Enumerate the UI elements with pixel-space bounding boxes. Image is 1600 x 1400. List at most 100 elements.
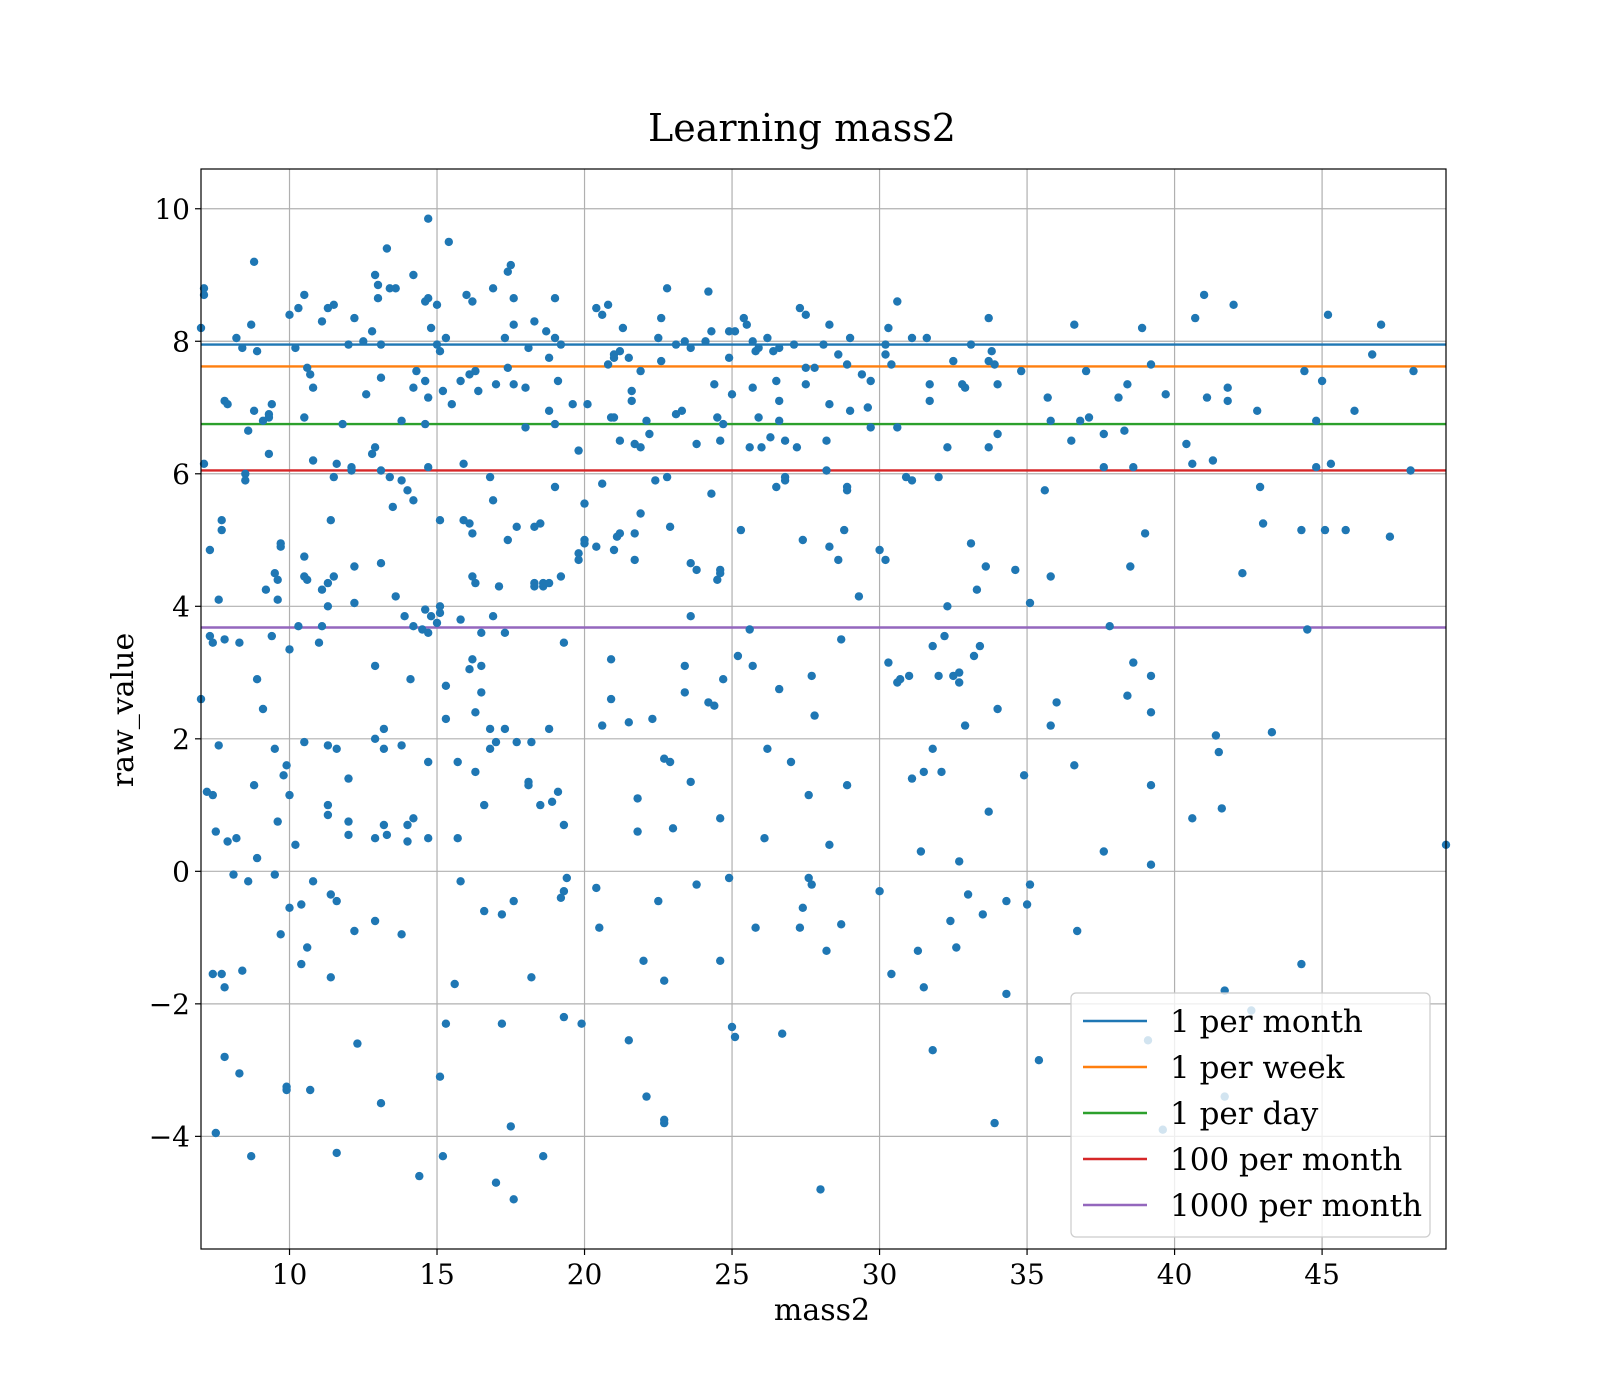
data-point	[397, 930, 406, 939]
data-point	[772, 376, 781, 386]
data-point	[559, 638, 569, 647]
data-point	[633, 827, 642, 836]
data-point	[199, 284, 209, 293]
data-point	[338, 419, 347, 429]
data-point	[1385, 532, 1395, 541]
data-point	[1129, 658, 1138, 667]
data-point	[615, 347, 625, 356]
data-point	[966, 539, 976, 548]
data-point	[733, 651, 743, 661]
data-point	[317, 585, 327, 594]
data-point	[223, 837, 232, 846]
data-point	[987, 347, 996, 356]
data-point	[1070, 761, 1079, 770]
data-point	[329, 472, 338, 482]
data-point	[677, 406, 687, 415]
data-point	[937, 767, 946, 777]
data-point	[816, 1185, 825, 1194]
data-point	[373, 280, 383, 290]
data-point	[441, 714, 451, 724]
data-point	[432, 340, 442, 349]
data-point	[724, 327, 734, 336]
data-point	[303, 943, 312, 952]
data-point	[692, 880, 701, 889]
data-point	[751, 923, 760, 932]
data-point	[807, 880, 816, 889]
data-point	[760, 834, 769, 843]
data-point	[825, 320, 834, 329]
data-point	[252, 853, 262, 863]
data-point	[907, 774, 917, 783]
data-point	[686, 612, 695, 621]
data-point	[680, 661, 689, 671]
data-point	[654, 333, 663, 343]
data-point	[1034, 1056, 1044, 1065]
data-point	[382, 830, 392, 840]
data-point	[913, 946, 923, 955]
data-point	[249, 406, 259, 415]
data-point	[792, 443, 802, 452]
data-point	[837, 635, 846, 644]
data-point	[801, 310, 810, 319]
data-point	[1017, 366, 1026, 376]
data-point	[660, 976, 669, 985]
data-point	[624, 718, 633, 727]
data-point	[981, 562, 990, 571]
data-point	[444, 237, 453, 247]
data-point	[521, 383, 530, 392]
data-point	[1146, 781, 1156, 790]
data-point	[553, 787, 563, 796]
data-point	[713, 413, 722, 422]
data-point	[975, 641, 985, 651]
data-point	[306, 1085, 315, 1095]
data-point	[359, 337, 368, 346]
data-point	[370, 734, 380, 743]
data-point	[810, 711, 819, 720]
data-point	[919, 767, 928, 777]
data-point	[294, 303, 303, 313]
data-point	[353, 1039, 362, 1048]
data-point	[385, 472, 394, 482]
data-point	[603, 300, 613, 309]
data-point	[291, 840, 300, 849]
x-axis-label: mass2	[774, 1293, 870, 1328]
data-point	[730, 327, 740, 336]
data-point	[506, 1122, 515, 1131]
data-point	[654, 896, 663, 906]
data-point	[710, 701, 719, 710]
data-point	[955, 857, 964, 866]
y-tick-label: 2	[172, 723, 190, 756]
data-point	[606, 655, 616, 664]
data-point	[757, 443, 766, 452]
data-point	[347, 466, 356, 475]
data-point	[1073, 926, 1082, 936]
data-point	[1011, 565, 1020, 575]
data-point	[562, 873, 571, 883]
data-point	[208, 790, 217, 800]
data-point	[1223, 396, 1232, 406]
data-point	[220, 983, 229, 992]
data-point	[993, 380, 1002, 389]
data-point	[834, 555, 843, 565]
data-point	[609, 545, 619, 555]
data-point	[772, 482, 781, 492]
data-point	[574, 446, 583, 455]
data-point	[400, 612, 409, 621]
data-point	[881, 340, 890, 349]
data-point	[704, 287, 713, 296]
data-point	[220, 635, 229, 644]
data-point	[370, 834, 380, 843]
data-point	[1002, 989, 1011, 999]
data-point	[686, 343, 695, 353]
data-point	[825, 400, 834, 409]
data-point	[730, 1032, 740, 1042]
data-point	[435, 516, 445, 525]
data-point	[211, 827, 220, 836]
data-point	[1046, 416, 1055, 425]
data-point	[978, 910, 987, 919]
data-point	[854, 592, 864, 601]
data-point	[775, 396, 784, 406]
data-point	[199, 459, 209, 468]
data-point	[1022, 900, 1032, 909]
data-point	[842, 486, 852, 495]
